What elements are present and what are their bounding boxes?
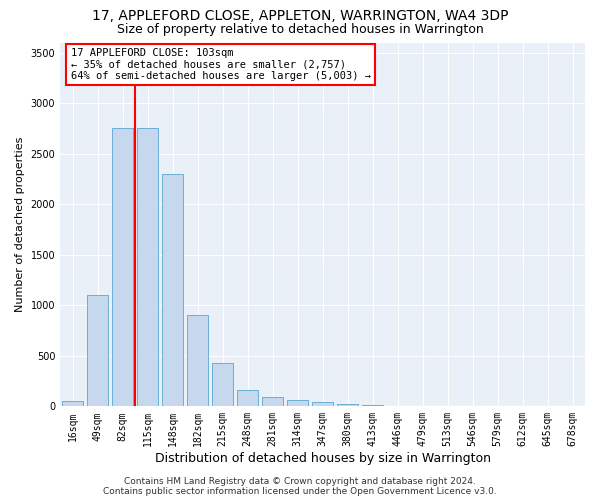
Bar (87, 295, 108, 406)
Bar (337, 404, 358, 406)
Text: Contains HM Land Registry data © Crown copyright and database right 2024.
Contai: Contains HM Land Registry data © Crown c… (103, 476, 497, 496)
Bar (187, 316, 208, 406)
Bar (362, 405, 383, 406)
Text: Size of property relative to detached houses in Warrington: Size of property relative to detached ho… (116, 22, 484, 36)
Bar (312, 402, 333, 406)
Text: 17 APPLEFORD CLOSE: 103sqm
← 35% of detached houses are smaller (2,757)
64% of s: 17 APPLEFORD CLOSE: 103sqm ← 35% of deta… (71, 48, 371, 81)
Bar (212, 363, 233, 406)
Bar (237, 390, 258, 406)
Bar (162, 174, 183, 406)
X-axis label: Distribution of detached houses by size in Warrington: Distribution of detached houses by size … (155, 452, 491, 465)
Bar (112, 128, 133, 406)
Bar (262, 397, 283, 406)
Bar (62, 402, 83, 406)
Y-axis label: Number of detached properties: Number of detached properties (15, 136, 25, 312)
Bar (137, 128, 158, 406)
Bar (287, 400, 308, 406)
Text: 17, APPLEFORD CLOSE, APPLETON, WARRINGTON, WA4 3DP: 17, APPLEFORD CLOSE, APPLETON, WARRINGTO… (92, 9, 508, 23)
